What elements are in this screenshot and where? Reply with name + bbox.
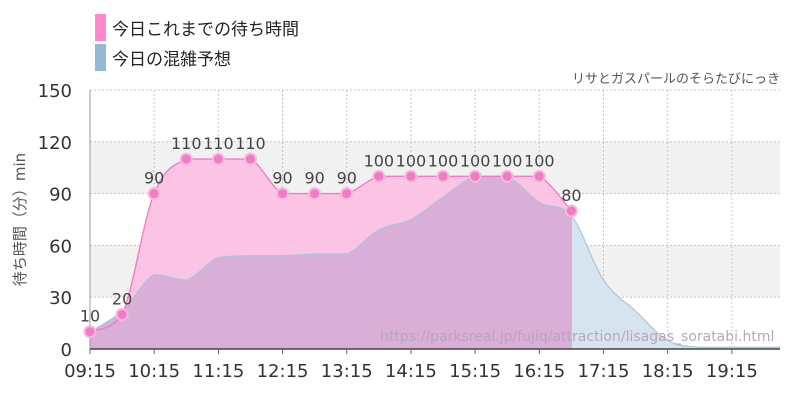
legend-item-actual: 今日これまでの待ち時間 bbox=[95, 12, 299, 42]
legend: 今日これまでの待ち時間 今日の混雑予想 bbox=[95, 12, 299, 72]
x-tick-label: 16:15 bbox=[513, 361, 565, 382]
forecast-line bbox=[89, 175, 780, 348]
data-label: 80 bbox=[561, 186, 581, 205]
data-label: 90 bbox=[304, 169, 324, 188]
data-point bbox=[179, 152, 193, 166]
data-label: 100 bbox=[524, 151, 555, 170]
data-point bbox=[147, 187, 161, 201]
x-tick-label: 14:15 bbox=[385, 361, 437, 382]
data-point bbox=[564, 204, 578, 218]
data-point bbox=[83, 325, 97, 339]
actual-line bbox=[89, 158, 572, 333]
data-point bbox=[436, 169, 450, 183]
legend-item-forecast: 今日の混雑予想 bbox=[95, 42, 299, 72]
legend-label-actual: 今日これまでの待ち時間 bbox=[112, 19, 299, 40]
data-label: 100 bbox=[428, 151, 459, 170]
legend-swatch-actual bbox=[95, 13, 106, 41]
forecast-overlap-area bbox=[90, 176, 572, 349]
data-point bbox=[532, 169, 546, 183]
data-point bbox=[308, 187, 322, 201]
data-point bbox=[115, 307, 129, 321]
legend-label-forecast: 今日の混雑予想 bbox=[112, 49, 231, 70]
data-point bbox=[340, 187, 354, 201]
x-tick-label: 11:15 bbox=[192, 361, 244, 382]
data-point bbox=[372, 169, 386, 183]
data-label: 100 bbox=[396, 151, 427, 170]
data-label: 10 bbox=[80, 307, 100, 326]
x-tick-label: 12:15 bbox=[257, 361, 309, 382]
y-tick-label: 0 bbox=[61, 340, 72, 361]
watermark-url: https://parksreal.jp/fujiq/attraction/li… bbox=[380, 329, 775, 345]
x-tick-label: 17:15 bbox=[578, 361, 630, 382]
y-tick-label: 60 bbox=[49, 236, 72, 257]
data-point bbox=[211, 152, 225, 166]
y-axis-label: 待ち時間（分）min bbox=[11, 153, 29, 286]
legend-swatch-forecast bbox=[95, 43, 106, 71]
x-tick-label: 09:15 bbox=[64, 361, 116, 382]
y-tick-label: 30 bbox=[49, 288, 72, 309]
y-tick-label: 90 bbox=[49, 185, 72, 206]
data-label: 110 bbox=[171, 134, 202, 153]
x-tick-label: 10:15 bbox=[128, 361, 180, 382]
data-label: 90 bbox=[144, 169, 164, 188]
data-label: 20 bbox=[112, 289, 132, 308]
data-label: 90 bbox=[272, 169, 292, 188]
x-tick-label: 19:15 bbox=[706, 361, 758, 382]
data-point bbox=[243, 152, 257, 166]
data-label: 110 bbox=[203, 134, 234, 153]
data-point bbox=[404, 169, 418, 183]
x-tick-label: 18:15 bbox=[642, 361, 694, 382]
data-label: 90 bbox=[337, 169, 357, 188]
x-tick-label: 13:15 bbox=[321, 361, 373, 382]
data-label: 100 bbox=[492, 151, 523, 170]
y-tick-label: 150 bbox=[38, 81, 72, 102]
y-tick-label: 120 bbox=[38, 133, 72, 154]
data-label: 100 bbox=[364, 151, 395, 170]
x-tick-label: 15:15 bbox=[449, 361, 501, 382]
data-label: 110 bbox=[235, 134, 266, 153]
attribution-label: リサとガスパールのそらたびにっき bbox=[571, 72, 780, 87]
data-point bbox=[276, 187, 290, 201]
data-label: 100 bbox=[460, 151, 491, 170]
data-point bbox=[500, 169, 514, 183]
data-point bbox=[468, 169, 482, 183]
